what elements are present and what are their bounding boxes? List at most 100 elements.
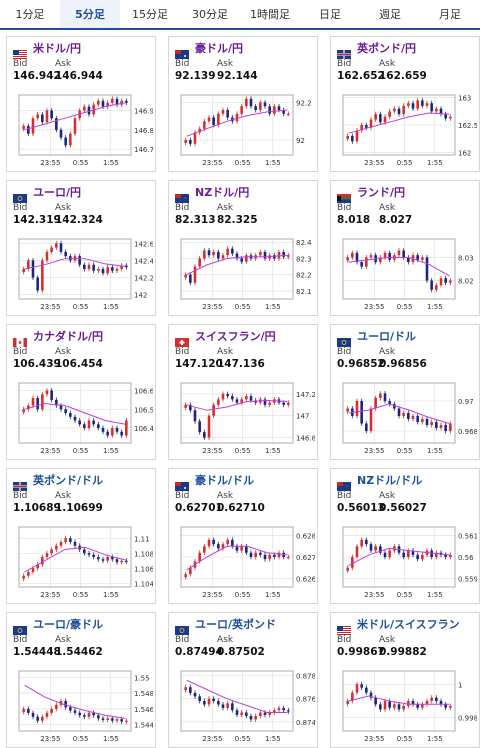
candle [203, 121, 206, 129]
rate-card[interactable]: 英ポンド/ドル Bid Ask 1.10689 1.10699 1.11 1.108 1.10… [6, 468, 156, 604]
candle [388, 252, 391, 260]
ask-label: Ask [379, 203, 396, 213]
bid-value: 106.439 [13, 358, 61, 370]
bid-value: 1.54448 [13, 646, 61, 658]
tab-3[interactable]: 30分足 [192, 8, 228, 21]
rate-card[interactable]: ユーロ/豪ドル Bid Ask 1.54448 1.54462 1.55 1.548 1.54… [6, 612, 156, 748]
rate-card[interactable]: ユーロ/円 Bid Ask 142.319 142.324 142.6 142.4 142.2… [6, 180, 156, 316]
currency-pair-link[interactable]: ユーロ/ドル [357, 330, 417, 343]
rate-card[interactable]: 豪ドル/円 Bid Ask 92.139 92.144 92.2 92 23:55 0:55 1:… [168, 36, 318, 172]
rate-card[interactable]: ランド/円 Bid Ask 8.018 8.027 8.03 8.02 23:55 0:55 1:… [330, 180, 480, 316]
candlestick-chart[interactable]: 82.4 82.3 82.2 82.1 23:55 0:55 1:55 [177, 237, 315, 313]
tab-2[interactable]: 15分足 [132, 8, 168, 21]
candle [425, 701, 429, 705]
rate-card[interactable]: 豪ドル/ドル Bid Ask 0.62701 0.62710 0.628 0.627 0.62… [168, 468, 318, 604]
candlestick-chart[interactable]: 0.97 0.968 23:55 0:55 1:55 [339, 381, 477, 457]
x-tick-label: 1:55 [103, 735, 119, 743]
currency-pair-link[interactable]: 米ドル/円 [33, 42, 82, 55]
currency-pair-link[interactable]: ユーロ/英ポンド [195, 618, 277, 631]
x-tick-label: 1:55 [103, 303, 119, 311]
rate-card[interactable]: カナダドル/円 Bid Ask 106.439 106.454 106.6 106.5 106… [6, 324, 156, 460]
rate-card[interactable]: NZドル/円 Bid Ask 82.313 82.325 82.4 82.3 82.2 82.1… [168, 180, 318, 316]
rate-card[interactable]: 英ポンド/円 Bid Ask 162.652 162.659 163 162.5 162 23:… [330, 36, 480, 172]
ask-value: 106.454 [55, 358, 103, 370]
bid-label: Bid [175, 203, 190, 213]
bid-ask-labels: Bid Ask [169, 343, 317, 357]
currency-pair-link[interactable]: スイスフラン/円 [195, 330, 276, 343]
candlestick-chart[interactable]: 8.03 8.02 23:55 0:55 1:55 [339, 237, 477, 313]
candle [226, 539, 229, 545]
rate-card[interactable]: 米ドル/円 Bid Ask 146.942 146.944 146.9 146.8 146.7… [6, 36, 156, 172]
bid-ask-labels: Bid Ask [331, 55, 479, 69]
candle [439, 108, 443, 115]
y-tick-label: 106.4 [134, 425, 153, 433]
candle [217, 544, 220, 549]
tab-0[interactable]: 1分足 [15, 8, 45, 21]
candle [245, 546, 248, 553]
candle [268, 712, 271, 715]
bid-ask-labels: Bid Ask [7, 343, 155, 357]
rate-card[interactable]: NZドル/ドル Bid Ask 0.56013 0.56027 0.561 0.56 0.55… [330, 468, 480, 604]
x-tick-label: 23:55 [364, 447, 384, 455]
ask-label: Ask [217, 203, 234, 213]
y-tick-label: 82.4 [296, 239, 312, 247]
candlestick-chart[interactable]: 1.55 1.548 1.546 1.544 23:55 0:55 1:55 [15, 669, 153, 745]
tab-6[interactable]: 週足 [379, 8, 401, 21]
candle [73, 710, 77, 713]
plot-frame [180, 238, 294, 300]
tab-7[interactable]: 月足 [439, 8, 461, 21]
x-tick-label: 1:55 [265, 735, 281, 743]
currency-pair-link[interactable]: NZドル/ドル [357, 474, 423, 487]
bid-value: 1.10689 [13, 502, 61, 514]
card-header: NZドル/ドル [331, 469, 479, 491]
candle [393, 704, 396, 708]
candlestick-chart[interactable]: 146.9 146.8 146.7 23:55 0:55 1:55 [15, 93, 153, 169]
candle [365, 125, 368, 128]
rate-card[interactable]: スイスフラン/円 Bid Ask 147.120 147.136 147.2 147 146.… [168, 324, 318, 460]
bid-ask-labels: Bid Ask [169, 199, 317, 213]
currency-pair-link[interactable]: 豪ドル/円 [195, 42, 244, 55]
currency-pair-link[interactable]: カナダドル/円 [33, 330, 104, 343]
tab-1[interactable]: 5分足 [60, 0, 120, 28]
currency-pair-link[interactable]: 英ポンド/円 [357, 42, 417, 55]
tab-4[interactable]: 1時間足 [250, 8, 290, 21]
candle [50, 390, 53, 400]
x-tick-label: 1:55 [103, 591, 119, 599]
rate-card[interactable]: ユーロ/ドル Bid Ask 0.96852 0.96856 0.97 0.968 23:55… [330, 324, 480, 460]
candle [273, 554, 276, 557]
candlestick-chart[interactable]: 0.561 0.56 0.559 23:55 0:55 1:55 [339, 525, 477, 601]
candle [407, 701, 410, 706]
candlestick-chart[interactable]: 0.878 0.876 0.874 23:55 0:55 1:55 [177, 669, 315, 745]
tab-5[interactable]: 日足 [319, 8, 341, 21]
candlestick-chart[interactable]: 0.628 0.627 0.626 23:55 0:55 1:55 [177, 525, 315, 601]
currency-pair-link[interactable]: 英ポンド/ドル [33, 474, 104, 487]
currency-pair-link[interactable]: ユーロ/豪ドル [33, 618, 104, 631]
candle [115, 269, 119, 271]
candle [402, 250, 405, 258]
currency-pair-link[interactable]: NZドル/円 [195, 186, 250, 199]
candle [55, 399, 58, 406]
x-tick-label: 1:55 [103, 159, 119, 167]
currency-pair-link[interactable]: ランド/円 [357, 186, 406, 199]
candle [64, 538, 67, 542]
currency-pair-link[interactable]: 米ドル/スイスフラン [357, 618, 460, 631]
rate-card[interactable]: ユーロ/英ポンド Bid Ask 0.87494 0.87502 0.878 0.876 0.… [168, 612, 318, 748]
candlestick-chart[interactable]: 147.2 147 146.8 23:55 0:55 1:55 [177, 381, 315, 457]
candlestick-chart[interactable]: 163 162.5 162 23:55 0:55 1:55 [339, 93, 477, 169]
candle [115, 719, 119, 721]
candle [203, 250, 206, 259]
candle [111, 718, 114, 721]
currency-flag-icon [337, 476, 351, 491]
candle [207, 250, 211, 256]
candlestick-chart[interactable]: 142.6 142.4 142.2 142 23:55 0:55 1:55 [15, 237, 153, 313]
currency-pair-link[interactable]: 豪ドル/ドル [195, 474, 255, 487]
x-tick-label: 0:55 [397, 735, 413, 743]
currency-pair-link[interactable]: ユーロ/円 [33, 186, 82, 199]
ask-value: 0.62710 [217, 502, 265, 514]
candlestick-chart[interactable]: 92.2 92 23:55 0:55 1:55 [177, 93, 315, 169]
candle [115, 428, 119, 432]
candlestick-chart[interactable]: 1.11 1.108 1.106 1.104 23:55 0:55 1:55 [15, 525, 153, 601]
candlestick-chart[interactable]: 1 0.998 23:55 0:55 1:55 [339, 669, 477, 745]
rate-card[interactable]: 米ドル/スイスフラン Bid Ask 0.99867 0.99882 1 0.998 23:5… [330, 612, 480, 748]
candlestick-chart[interactable]: 106.6 106.5 106.4 23:55 0:55 1:55 [15, 381, 153, 457]
